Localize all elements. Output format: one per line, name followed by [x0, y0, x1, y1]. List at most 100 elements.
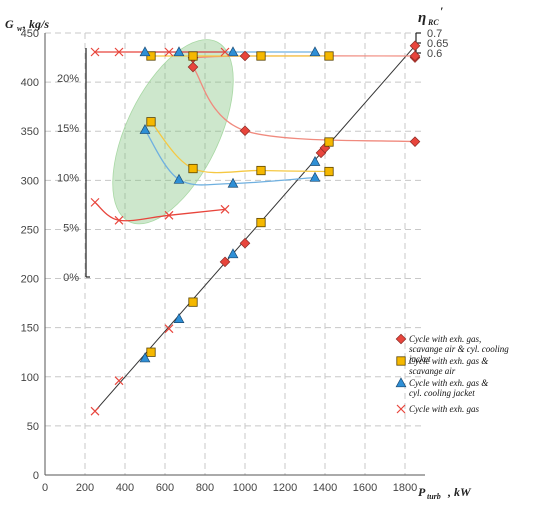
- legend-label: scavange air: [409, 366, 456, 376]
- y-axis-title-main: G: [5, 17, 14, 31]
- diamond-marker-gw: [409, 40, 421, 52]
- y-tick-label: 400: [21, 77, 39, 89]
- legend-label: Cycle with exh. gas &: [409, 356, 488, 366]
- x-tick-label: 200: [76, 482, 94, 494]
- legend-label: cyl. cooling jacket: [409, 388, 475, 398]
- diamond-marker-pct: [239, 125, 251, 137]
- square-marker-pct: [256, 165, 266, 176]
- pct-fit-curve: [150, 121, 330, 174]
- square-marker-pct: [188, 163, 198, 174]
- triangle-marker-pct: [139, 124, 151, 134]
- y-axis-title-unit: , kg/s: [22, 17, 49, 31]
- y-tick-label: 200: [21, 274, 39, 286]
- cross-marker-gw: [164, 324, 174, 334]
- eta-tick-label: 0.65: [427, 38, 448, 50]
- diamond-marker-eta: [239, 50, 251, 62]
- y-tick-label: 300: [21, 175, 39, 187]
- x-tick-label: 400: [116, 482, 134, 494]
- square-marker-eta: [188, 51, 198, 61]
- cross-marker-eta: [220, 47, 230, 57]
- diamond-marker-pct: [409, 136, 421, 147]
- pct-fit-curve: [94, 201, 226, 222]
- eta-axis-title: η RC ′: [418, 4, 443, 27]
- square-marker-pct: [146, 117, 156, 127]
- triangle-marker-pct: [227, 177, 239, 188]
- legend: Cycle with exh. gas, scavange air & cyl.…: [395, 333, 509, 414]
- diamond-marker-gw: [219, 256, 231, 268]
- percent-tick-label: 15%: [57, 123, 79, 135]
- x-axis-title-unit: , kW: [447, 485, 472, 499]
- triangle-marker-eta: [309, 46, 321, 57]
- x-tick-label: 1800: [393, 482, 417, 494]
- percent-tick-label: 5%: [63, 222, 79, 234]
- axes: [44, 32, 425, 476]
- y-tick-label: 0: [33, 470, 39, 482]
- eta-axis-title-sub: RC: [427, 18, 439, 27]
- x-tick-label: 0: [42, 482, 48, 494]
- legend-square-marker: [396, 356, 406, 366]
- square-marker-gw: [146, 347, 156, 357]
- triangle-marker-pct: [173, 173, 185, 184]
- x-tick-label: 1600: [353, 482, 377, 494]
- legend-triangle-marker: [395, 377, 407, 388]
- percent-tick-label: 20%: [57, 73, 79, 85]
- x-tick-label: 800: [196, 482, 214, 494]
- markers: [90, 40, 421, 416]
- x-tick-label: 600: [156, 482, 174, 494]
- triangle-marker-pct: [309, 171, 321, 182]
- highlight-ellipse: [112, 39, 234, 225]
- diamond-marker-eta: [409, 50, 421, 62]
- y-axis-title: G w , kg/s: [5, 17, 49, 33]
- square-marker-gw: [188, 297, 198, 307]
- x-tick-label: 1000: [233, 482, 257, 494]
- y-tick-label: 350: [21, 126, 39, 138]
- pct-fit-curve: [144, 129, 316, 186]
- cross-marker-pct: [90, 197, 100, 207]
- y-axis-title-sub: w: [17, 24, 23, 33]
- y-tick-label: 50: [27, 421, 39, 433]
- cross-marker-eta: [164, 47, 174, 57]
- percent-tick-label: 10%: [57, 173, 79, 185]
- legend-label: Cycle with exh. gas &: [409, 378, 488, 388]
- x-axis-title-main: P: [418, 485, 426, 499]
- eta-tick-label: 0.7: [427, 28, 442, 40]
- cross-marker-pct: [220, 204, 230, 214]
- triangle-marker-gw: [173, 313, 185, 323]
- diamond-marker-pct: [187, 61, 199, 73]
- cross-marker-pct: [164, 210, 174, 220]
- legend-cross-marker: [396, 404, 406, 414]
- square-marker-gw: [324, 137, 334, 147]
- triangle-marker-eta: [139, 46, 151, 57]
- legend-label: jacket: [408, 354, 431, 364]
- cross-marker-pct: [114, 215, 124, 225]
- y-tick-label: 450: [21, 28, 39, 40]
- y-tick-label: 100: [21, 372, 39, 384]
- eta-tick-label: 0.6: [427, 48, 442, 60]
- pct-fit-curve: [192, 66, 416, 143]
- ellipse-layer: [112, 39, 234, 225]
- y-tick-label: 150: [21, 323, 39, 335]
- triangle-marker-eta: [173, 46, 185, 57]
- eta-axis-title-prime: ′: [440, 4, 443, 18]
- x-tick-label: 1400: [313, 482, 337, 494]
- legend-label: Cycle with exh. gas,: [409, 334, 481, 344]
- eta-axis-title-main: η: [418, 10, 426, 26]
- triangle-marker-gw: [309, 155, 321, 166]
- y-tick-label: 250: [21, 224, 39, 236]
- square-marker-eta: [324, 51, 334, 61]
- diamond-marker-gw: [239, 237, 251, 249]
- grid: [45, 32, 425, 475]
- triangle-marker-gw: [227, 248, 239, 259]
- legend-label: Cycle with exh. gas: [409, 404, 479, 414]
- x-axis-title: P turb , kW: [418, 485, 472, 501]
- x-axis-title-sub: turb: [427, 492, 441, 501]
- cross-marker-gw: [90, 406, 100, 416]
- square-marker-pct: [324, 166, 334, 177]
- x-tick-label: 1200: [273, 482, 297, 494]
- triangle-marker-gw: [139, 352, 151, 363]
- cross-marker-gw: [114, 376, 124, 386]
- square-marker-gw: [256, 217, 266, 228]
- cross-marker-eta: [90, 47, 100, 57]
